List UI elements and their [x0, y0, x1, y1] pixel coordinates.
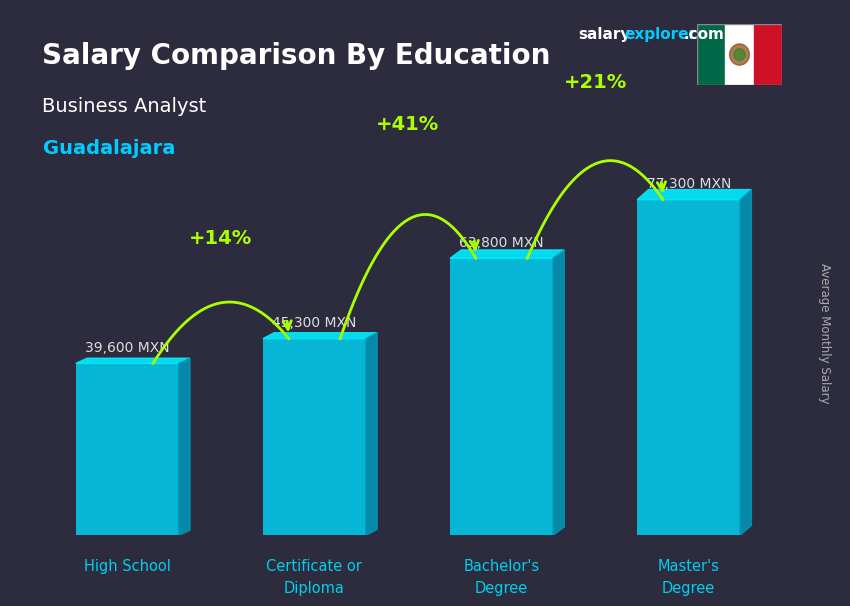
- Text: explorer: explorer: [625, 27, 697, 42]
- Text: +41%: +41%: [377, 115, 439, 134]
- Text: Degree: Degree: [662, 581, 716, 596]
- Text: Guadalajara: Guadalajara: [42, 139, 175, 158]
- Bar: [147, 1, 205, 109]
- Bar: [244, 236, 397, 331]
- Polygon shape: [450, 250, 564, 258]
- Circle shape: [729, 44, 750, 65]
- Text: salary: salary: [578, 27, 631, 42]
- Text: Master's: Master's: [658, 559, 720, 574]
- Bar: [277, 411, 467, 513]
- Text: Bachelor's: Bachelor's: [463, 559, 540, 574]
- Bar: [768, 79, 850, 256]
- Polygon shape: [740, 190, 751, 535]
- Bar: [76, 364, 178, 535]
- Text: .com: .com: [683, 27, 724, 42]
- Text: Business Analyst: Business Analyst: [42, 97, 207, 116]
- Bar: [820, 316, 850, 368]
- Text: 77,300 MXN: 77,300 MXN: [647, 177, 731, 191]
- Bar: [450, 258, 553, 535]
- Bar: [638, 199, 740, 535]
- Bar: [697, 24, 725, 85]
- Bar: [530, 301, 748, 457]
- Text: +21%: +21%: [564, 73, 626, 92]
- Bar: [675, 247, 849, 403]
- Bar: [500, 359, 714, 428]
- Bar: [513, 484, 563, 526]
- Bar: [807, 73, 850, 195]
- Polygon shape: [178, 358, 190, 535]
- Text: High School: High School: [84, 559, 171, 574]
- Bar: [836, 289, 850, 453]
- Text: 39,600 MXN: 39,600 MXN: [85, 341, 170, 355]
- Text: Certificate or: Certificate or: [267, 559, 362, 574]
- Bar: [213, 0, 354, 15]
- Circle shape: [734, 48, 745, 61]
- Bar: [494, 73, 713, 228]
- Bar: [98, 326, 204, 437]
- Text: +14%: +14%: [190, 229, 252, 248]
- Polygon shape: [638, 190, 751, 199]
- Polygon shape: [76, 358, 190, 364]
- Bar: [724, 118, 817, 281]
- Bar: [541, 2, 711, 47]
- Text: Average Monthly Salary: Average Monthly Salary: [818, 263, 831, 404]
- Text: Degree: Degree: [475, 581, 528, 596]
- Polygon shape: [263, 333, 377, 339]
- Bar: [754, 24, 782, 85]
- Text: Diploma: Diploma: [284, 581, 345, 596]
- Bar: [257, 21, 334, 90]
- Bar: [533, 364, 624, 490]
- Polygon shape: [553, 250, 564, 535]
- Bar: [263, 339, 366, 535]
- Bar: [824, 132, 850, 233]
- Text: 63,800 MXN: 63,800 MXN: [459, 236, 544, 250]
- Text: Salary Comparison By Education: Salary Comparison By Education: [42, 42, 551, 70]
- Bar: [456, 283, 559, 349]
- Bar: [725, 24, 754, 85]
- Text: 45,300 MXN: 45,300 MXN: [272, 316, 357, 330]
- Polygon shape: [366, 333, 377, 535]
